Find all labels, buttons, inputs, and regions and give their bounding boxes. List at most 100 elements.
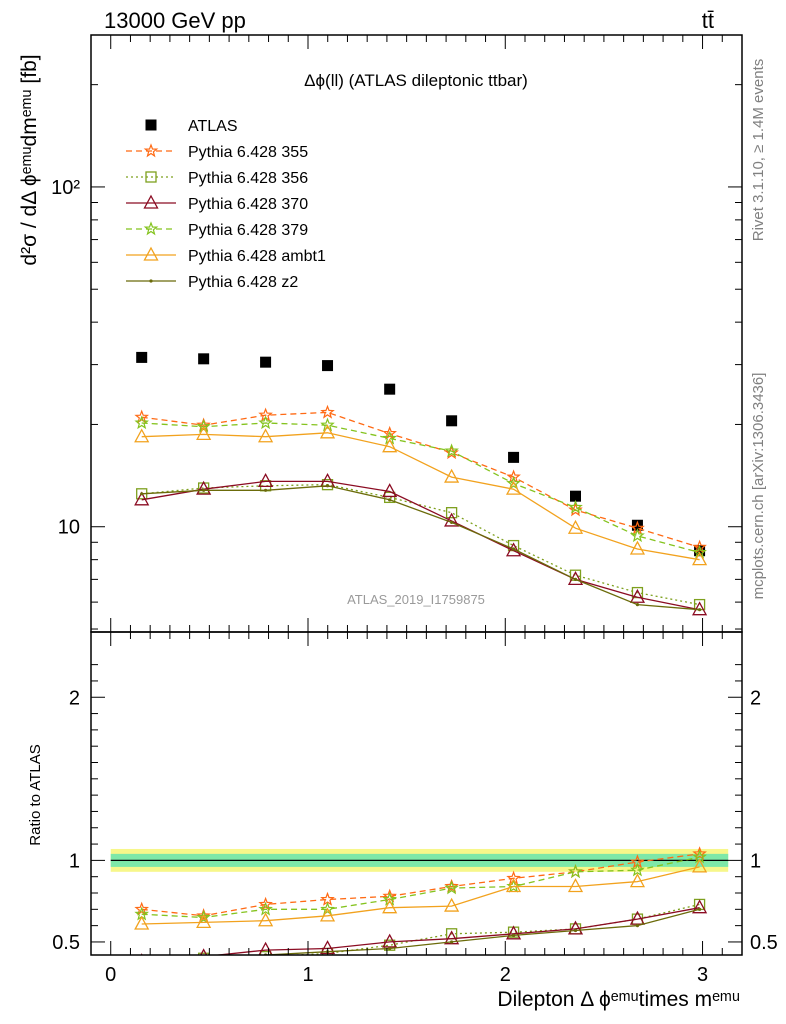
data-point-ratio-pythia-6-428-z2: [573, 928, 578, 933]
data-point-pythia-6-428-ambt1: [629, 540, 646, 555]
data-point-pythia-6-428-379: [692, 544, 707, 559]
legend-marker-atlas: [145, 119, 157, 131]
data-point-ratio-pythia-6-428-379: [444, 880, 459, 895]
data-point-ratio-pythia-6-428-ambt1: [196, 914, 212, 929]
data-point-atlas: [136, 351, 148, 363]
data-point-pythia-6-428-379: [134, 415, 149, 430]
data-point-ratio-pythia-6-428-379: [320, 901, 335, 916]
data-point-pythia-6-428-ambt1: [567, 519, 584, 534]
header-energy-label: 13000 GeV pp: [104, 8, 246, 33]
data-point-ratio-pythia-6-428-370: [691, 899, 708, 914]
rivet-version-label: Rivet 3.1.10, ≥ 1.4M events: [750, 59, 767, 242]
data-point-pythia-6-428-379: [382, 430, 398, 445]
data-point-ratio-pythia-6-428-ambt1: [629, 873, 646, 888]
series-line-pythia-6-428-356: [141, 483, 700, 606]
series-line-pythia-6-428-370: [141, 480, 700, 611]
data-point-pythia-6-428-370: [382, 483, 398, 498]
series-line-ratio-pythia-6-428-370: [212, 907, 700, 955]
data-point-pythia-6-428-z2: [388, 498, 392, 502]
data-point-pythia-6-428-379: [196, 418, 211, 433]
data-point-pythia-6-428-z2: [263, 488, 268, 492]
series-line-ratio-pythia-6-428-ambt1: [141, 866, 700, 925]
main-y-axis-label: d²σ / dΔ ϕᵉᵐᵘdmᵉᵐᵘ [fb]: [18, 54, 41, 265]
ratio-y-tick-label-right: 2: [750, 687, 761, 709]
legend-label-pythia-6-428-z2: Pythia 6.428 z2: [188, 274, 298, 291]
legend-label-pythia-6-428-370: Pythia 6.428 370: [188, 196, 308, 213]
data-point-ratio-pythia-6-428-356: [137, 957, 147, 967]
data-point-ratio-pythia-6-428-ambt1: [691, 858, 708, 873]
data-point-pythia-6-428-ambt1: [444, 468, 460, 483]
data-point-ratio-pythia-6-428-355: [196, 908, 211, 923]
data-point-pythia-6-428-370: [196, 480, 212, 495]
series-line-pythia-6-428-355: [141, 411, 700, 548]
data-point-ratio-pythia-6-428-379: [568, 864, 583, 879]
ratio-y-tick-label: 0.5: [52, 932, 80, 954]
x-tick-label: 3: [697, 964, 708, 986]
legend-marker-pythia-6-428-379: [143, 221, 159, 236]
legend-label-pythia-6-428-355: Pythia 6.428 355: [188, 144, 308, 161]
data-point-ratio-pythia-6-428-ambt1: [444, 897, 460, 912]
main-panel: 10 10² Δϕ(ll) (ATLAS dileptonic ttbar) d²…: [18, 34, 743, 633]
y-tick-label: 10: [58, 517, 80, 539]
x-tick-label: 0: [105, 964, 116, 986]
data-point-pythia-6-428-355: [382, 425, 397, 440]
legend-label-atlas: ATLAS: [188, 118, 238, 135]
legend-label-pythia-6-428-356: Pythia 6.428 356: [188, 170, 308, 187]
series-line-pythia-6-428-z2: [141, 485, 700, 611]
ratio-y-axis-label: Ratio to ATLAS: [27, 744, 44, 845]
data-point-ratio-pythia-6-428-ambt1: [134, 915, 150, 930]
data-point-atlas: [198, 353, 210, 365]
data-point-ratio-pythia-6-428-ambt1: [567, 878, 584, 893]
data-point-pythia-6-428-z2: [573, 577, 578, 581]
data-point-ratio-pythia-6-428-379: [630, 862, 645, 877]
data-point-pythia-6-428-379: [258, 415, 273, 430]
data-point-atlas: [322, 360, 334, 372]
data-point-ratio-pythia-6-428-370: [444, 930, 460, 945]
legend-marker-pythia-6-428-356: [145, 171, 157, 183]
series-line-ratio-pythia-6-428-379: [141, 856, 700, 919]
data-point-pythia-6-428-355: [134, 409, 150, 424]
data-point-ratio-pythia-6-428-356: [197, 952, 210, 955]
data-point-ratio-pythia-6-428-355: [134, 901, 150, 916]
legend-label-pythia-6-428-ambt1: Pythia 6.428 ambt1: [188, 248, 326, 265]
data-point-pythia-6-428-356: [384, 491, 396, 504]
data-point-ratio-pythia-6-428-379: [258, 901, 273, 916]
data-point-ratio-pythia-6-428-ambt1: [257, 912, 274, 927]
data-point-ratio-pythia-6-428-370: [567, 920, 584, 935]
data-point-ratio-pythia-6-428-379: [506, 878, 521, 893]
data-point-ratio-pythia-6-428-z2: [202, 957, 205, 960]
header-process-label: tt̄: [702, 8, 714, 33]
series-line-ratio-pythia-6-428-356: [283, 903, 700, 955]
data-point-pythia-6-428-355: [506, 469, 521, 484]
data-point-pythia-6-428-z2: [450, 520, 454, 524]
data-point-pythia-6-428-379: [444, 443, 459, 458]
data-point-pythia-6-428-z2: [140, 492, 144, 496]
data-point-pythia-6-428-370: [629, 588, 646, 603]
series-line-pythia-6-428-ambt1: [141, 432, 700, 561]
ratio-y-tick-label-right: 0.5: [750, 932, 778, 954]
analysis-id-label: ATLAS_2019_I1759875: [347, 592, 485, 607]
x-tick-label: 1: [302, 964, 313, 986]
data-point-pythia-6-428-355: [568, 502, 583, 517]
mcplots-credit-label: mcplots.cern.ch [arXiv:1306.3436]: [750, 373, 767, 600]
data-point-atlas: [694, 545, 706, 557]
legend: ATLAS Pythia 6.428 355 Pythia 6.428 356 Pyt…: [126, 118, 326, 291]
data-point-pythia-6-428-z2: [635, 602, 640, 607]
legend-label-pythia-6-428-379: Pythia 6.428 379: [188, 222, 308, 239]
series-line-ratio-pythia-6-428-355: [141, 853, 700, 917]
data-point-ratio-pythia-6-428-355: [382, 888, 397, 903]
data-point-ratio-pythia-6-428-z2: [511, 933, 516, 938]
data-point-pythia-6-428-ambt1: [691, 551, 708, 566]
ratio-frame: [90, 631, 743, 956]
data-point-pythia-6-428-370: [444, 512, 460, 527]
data-point-ratio-pythia-6-428-ambt1: [505, 878, 522, 893]
data-point-ratio-pythia-6-428-ambt1: [382, 899, 398, 914]
data-point-ratio-pythia-6-428-355: [444, 878, 459, 893]
data-point-ratio-pythia-6-428-ambt1: [319, 907, 336, 922]
data-point-pythia-6-428-z2: [697, 608, 702, 612]
data-point-pythia-6-428-355: [692, 539, 707, 554]
ratio-y-tick-label: 1: [69, 850, 80, 872]
y-tick-label: 10²: [51, 177, 80, 199]
data-point-atlas: [508, 451, 520, 463]
main-title: Δϕ(ll) (ATLAS dileptonic ttbar): [304, 71, 528, 90]
